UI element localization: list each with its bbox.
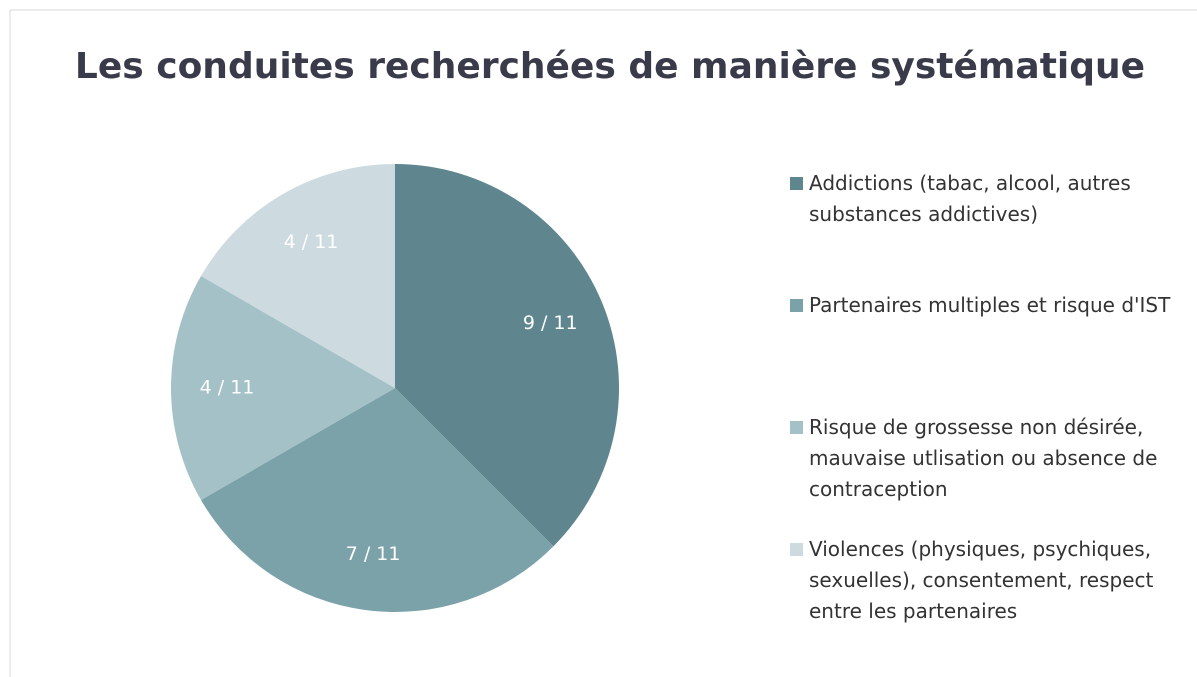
pie-slice [201,164,395,388]
legend-swatch [790,421,803,434]
legend-item: Violences (physiques, psychiques, sexuel… [790,534,1185,656]
pie-slice [171,276,395,500]
legend-item: Risque de grossesse non désirée, mauvais… [790,412,1185,534]
legend-item: Partenaires multiples et risque d'IST [790,290,1185,412]
legend-label: Partenaires multiples et risque d'IST [809,293,1171,317]
legend-item: Addictions (tabac, alcool, autres substa… [790,168,1185,290]
legend-swatch [790,299,803,312]
data-label: 4 / 11 [200,377,255,399]
chart-title: Les conduites recherchées de manière sys… [75,46,1145,87]
legend-swatch [790,543,803,556]
legend-label: Risque de grossesse non désirée, mauvais… [809,415,1158,501]
legend-label: Addictions (tabac, alcool, autres substa… [809,171,1131,226]
legend-swatch [790,177,803,190]
pie-slice [395,164,619,547]
pie-slice [201,388,554,612]
data-label: 9 / 11 [523,312,578,334]
data-label: 4 / 11 [284,231,339,253]
data-label: 7 / 11 [346,543,401,565]
legend: Addictions (tabac, alcool, autres substa… [790,168,1185,656]
legend-label: Violences (physiques, psychiques, sexuel… [809,537,1154,623]
